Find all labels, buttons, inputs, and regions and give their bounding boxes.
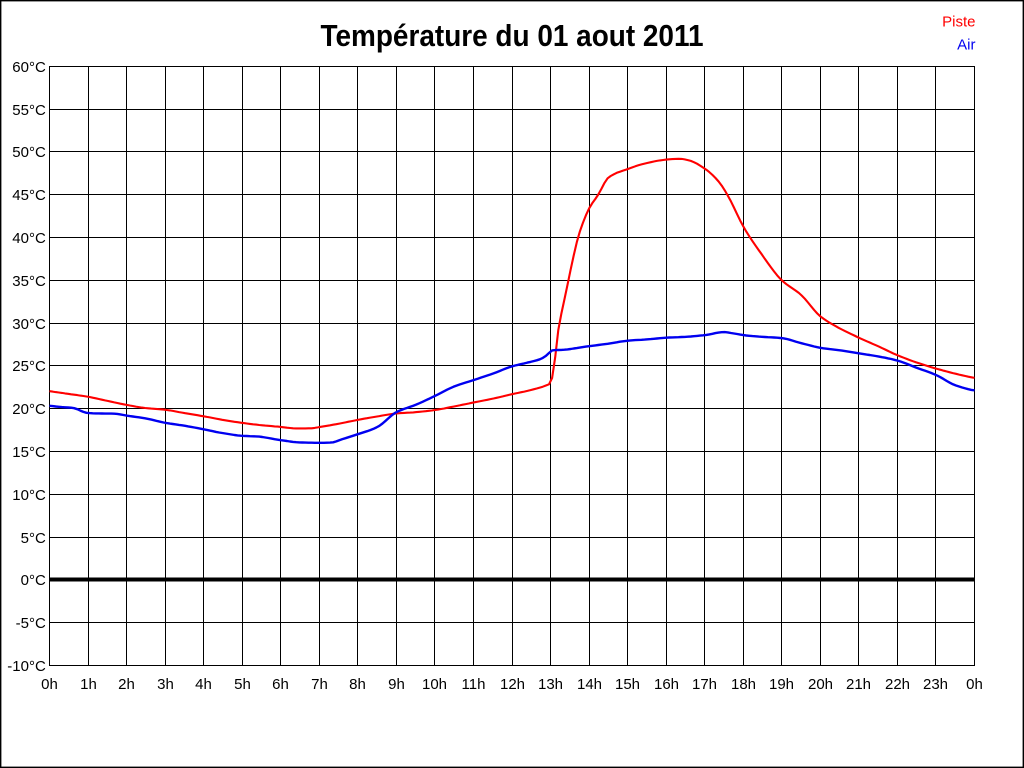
svg-text:1h: 1h	[80, 676, 97, 693]
svg-text:22h: 22h	[885, 676, 910, 693]
svg-text:5h: 5h	[234, 676, 251, 693]
svg-text:0h: 0h	[966, 676, 983, 693]
svg-text:-5°C: -5°C	[16, 615, 46, 632]
svg-text:30°C: 30°C	[12, 316, 46, 333]
svg-text:2h: 2h	[118, 676, 135, 693]
svg-text:9h: 9h	[388, 676, 405, 693]
svg-text:10h: 10h	[422, 676, 447, 693]
svg-text:17h: 17h	[692, 676, 717, 693]
svg-text:10°C: 10°C	[12, 487, 46, 504]
svg-text:13h: 13h	[538, 676, 563, 693]
svg-text:5°C: 5°C	[21, 530, 46, 547]
svg-text:15h: 15h	[615, 676, 640, 693]
svg-text:12h: 12h	[500, 676, 525, 693]
svg-text:19h: 19h	[769, 676, 794, 693]
svg-text:40°C: 40°C	[12, 230, 46, 247]
svg-text:11h: 11h	[462, 676, 486, 693]
svg-text:4h: 4h	[195, 676, 212, 693]
svg-text:18h: 18h	[731, 676, 756, 693]
svg-text:0h: 0h	[41, 676, 58, 693]
svg-text:8h: 8h	[349, 676, 366, 693]
svg-text:14h: 14h	[577, 676, 602, 693]
svg-text:6h: 6h	[272, 676, 289, 693]
svg-text:45°C: 45°C	[12, 187, 46, 204]
svg-text:Piste: Piste	[942, 14, 975, 31]
svg-text:35°C: 35°C	[12, 273, 46, 290]
svg-text:0°C: 0°C	[21, 572, 46, 589]
svg-text:25°C: 25°C	[12, 358, 46, 375]
svg-text:20°C: 20°C	[12, 401, 46, 418]
svg-text:Température du 01 aout 2011: Température du 01 aout 2011	[321, 19, 704, 53]
svg-text:3h: 3h	[157, 676, 174, 693]
svg-text:60°C: 60°C	[12, 59, 46, 76]
svg-text:15°C: 15°C	[12, 444, 46, 461]
svg-text:20h: 20h	[808, 676, 833, 693]
svg-text:16h: 16h	[654, 676, 679, 693]
svg-text:Air: Air	[957, 37, 975, 54]
svg-text:-10°C: -10°C	[7, 658, 46, 675]
svg-text:55°C: 55°C	[12, 102, 46, 119]
svg-text:7h: 7h	[311, 676, 328, 693]
svg-text:21h: 21h	[846, 676, 871, 693]
svg-text:50°C: 50°C	[12, 144, 46, 161]
svg-text:23h: 23h	[923, 676, 948, 693]
